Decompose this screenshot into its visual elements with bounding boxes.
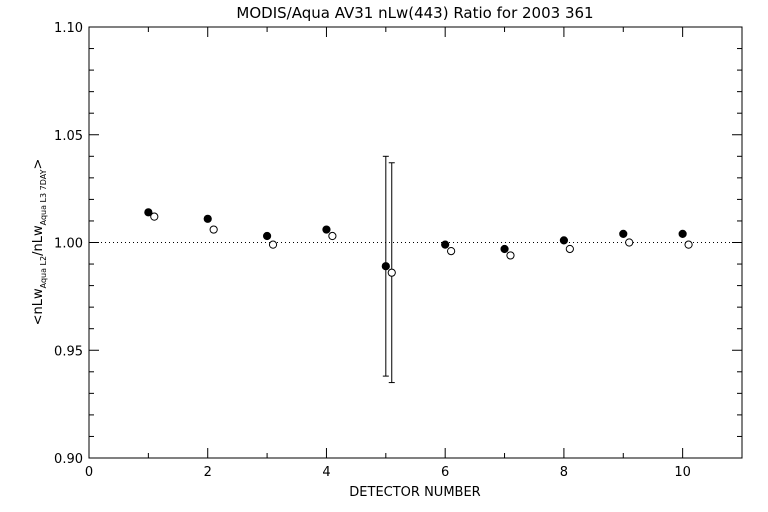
plot-frame [88,26,743,459]
open-point [625,238,634,247]
filled-point [203,214,212,223]
open-point [387,268,396,277]
filled-point [144,208,153,217]
y-tick-label: 0.90 [54,452,83,467]
filled-point [559,236,569,245]
filled-point [678,229,687,238]
open-point [328,231,337,241]
x-tick-label: 6 [441,465,449,480]
open-point [209,225,218,234]
y-label-sub1: Aqua L2 [39,256,48,288]
filled-point [619,229,628,238]
y-label-sub2: Aqua L3 7DAY [39,169,48,225]
x-tick-label: 8 [560,465,568,480]
y-label-open: <nLw [31,288,46,325]
y-axis-label: <nLwAqua L2/nLwAqua L3 7DAY> [31,159,48,326]
open-point [268,240,278,249]
y-tick-label: 1.00 [54,237,83,252]
y-label-mid: /nLw [31,225,46,256]
open-point [506,251,515,260]
filled-point [441,240,450,249]
y-tick-label: 0.95 [54,344,83,359]
y-label-close: > [31,159,46,170]
y-tick-label: 1.10 [54,21,83,36]
filled-point [322,225,331,234]
filled-point [500,244,509,254]
chart-title: MODIS/Aqua AV31 nLw(443) Ratio for 2003 … [236,4,593,22]
open-point [684,240,693,249]
x-tick-label: 2 [204,465,212,480]
x-tick-label: 10 [674,465,691,480]
open-point [565,244,574,254]
filled-point [262,231,272,241]
open-point [150,212,159,221]
data-point-group [144,208,693,277]
x-tick-label: 4 [322,465,330,480]
x-tick-label: 0 [85,465,93,480]
tick-label-group: 0 2 4 6 8 10 0.90 0.95 1.00 1.05 1.10 [54,21,691,480]
y-tick-label: 1.05 [54,129,83,144]
x-axis-label: DETECTOR NUMBER [349,485,480,500]
filled-point [381,262,390,271]
tick-group [88,26,743,459]
open-point [447,247,456,256]
